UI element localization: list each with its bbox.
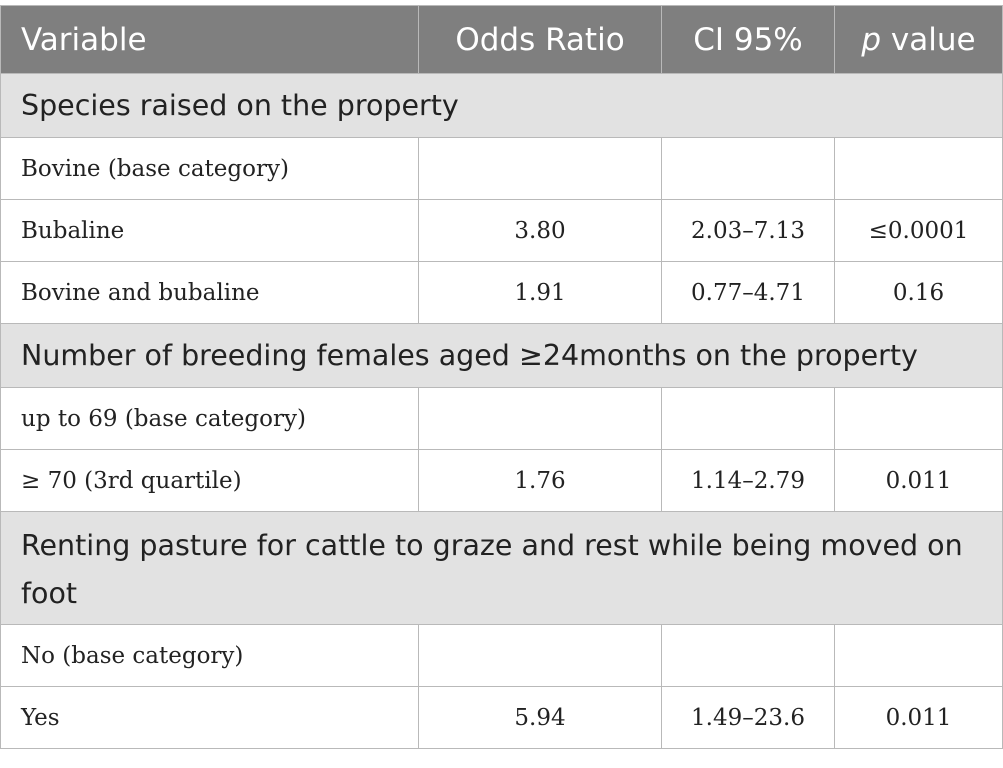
cell-variable: Bovine and bubaline bbox=[0, 261, 419, 324]
cell-odds-ratio: 3.80 bbox=[418, 199, 662, 262]
table-row: Yes 5.94 1.49–23.6 0.011 bbox=[0, 686, 1003, 749]
cell-ci: 1.49–23.6 bbox=[661, 686, 835, 749]
cell-p-value bbox=[834, 624, 1003, 687]
table-row: up to 69 (base category) bbox=[0, 387, 1003, 450]
cell-odds-ratio: 1.76 bbox=[418, 449, 662, 512]
section-row-breeding-females: Number of breeding females aged ≥24month… bbox=[0, 323, 1003, 388]
cell-variable: Bubaline bbox=[0, 199, 419, 262]
header-p-value: p value bbox=[834, 5, 1003, 74]
cell-odds-ratio bbox=[418, 387, 662, 450]
cell-ci bbox=[661, 137, 835, 200]
cell-p-value bbox=[834, 387, 1003, 450]
cell-ci bbox=[661, 624, 835, 687]
cell-p-value: 0.011 bbox=[834, 686, 1003, 749]
table-row: Bubaline 3.80 2.03–7.13 ≤0.0001 bbox=[0, 199, 1003, 262]
section-row-species: Species raised on the property bbox=[0, 73, 1003, 138]
cell-variable: No (base category) bbox=[0, 624, 419, 687]
cell-variable: up to 69 (base category) bbox=[0, 387, 419, 450]
cell-p-value: ≤0.0001 bbox=[834, 199, 1003, 262]
cell-ci: 0.77–4.71 bbox=[661, 261, 835, 324]
odds-ratio-table: Variable Odds Ratio CI 95% p value Speci… bbox=[0, 5, 1003, 749]
table-header-row: Variable Odds Ratio CI 95% p value bbox=[0, 5, 1003, 74]
cell-ci: 2.03–7.13 bbox=[661, 199, 835, 262]
header-odds-ratio: Odds Ratio bbox=[418, 5, 662, 74]
section-title: Renting pasture for cattle to graze and … bbox=[0, 511, 1003, 625]
cell-odds-ratio: 1.91 bbox=[418, 261, 662, 324]
section-row-renting-pasture: Renting pasture for cattle to graze and … bbox=[0, 511, 1003, 625]
cell-p-value bbox=[834, 137, 1003, 200]
cell-variable: Yes bbox=[0, 686, 419, 749]
cell-ci bbox=[661, 387, 835, 450]
table-row: ≥ 70 (3rd quartile) 1.76 1.14–2.79 0.011 bbox=[0, 449, 1003, 512]
header-p-italic: p bbox=[861, 21, 882, 58]
cell-variable: Bovine (base category) bbox=[0, 137, 419, 200]
cell-odds-ratio: 5.94 bbox=[418, 686, 662, 749]
cell-odds-ratio bbox=[418, 624, 662, 687]
header-variable: Variable bbox=[0, 5, 419, 74]
table-row: Bovine (base category) bbox=[0, 137, 1003, 200]
section-title: Species raised on the property bbox=[0, 73, 1003, 138]
cell-odds-ratio bbox=[418, 137, 662, 200]
section-title: Number of breeding females aged ≥24month… bbox=[0, 323, 1003, 388]
cell-variable: ≥ 70 (3rd quartile) bbox=[0, 449, 419, 512]
cell-p-value: 0.011 bbox=[834, 449, 1003, 512]
header-ci-95: CI 95% bbox=[661, 5, 835, 74]
table-row: No (base category) bbox=[0, 624, 1003, 687]
header-p-rest: value bbox=[881, 21, 976, 58]
cell-ci: 1.14–2.79 bbox=[661, 449, 835, 512]
cell-p-value: 0.16 bbox=[834, 261, 1003, 324]
table-row: Bovine and bubaline 1.91 0.77–4.71 0.16 bbox=[0, 261, 1003, 324]
